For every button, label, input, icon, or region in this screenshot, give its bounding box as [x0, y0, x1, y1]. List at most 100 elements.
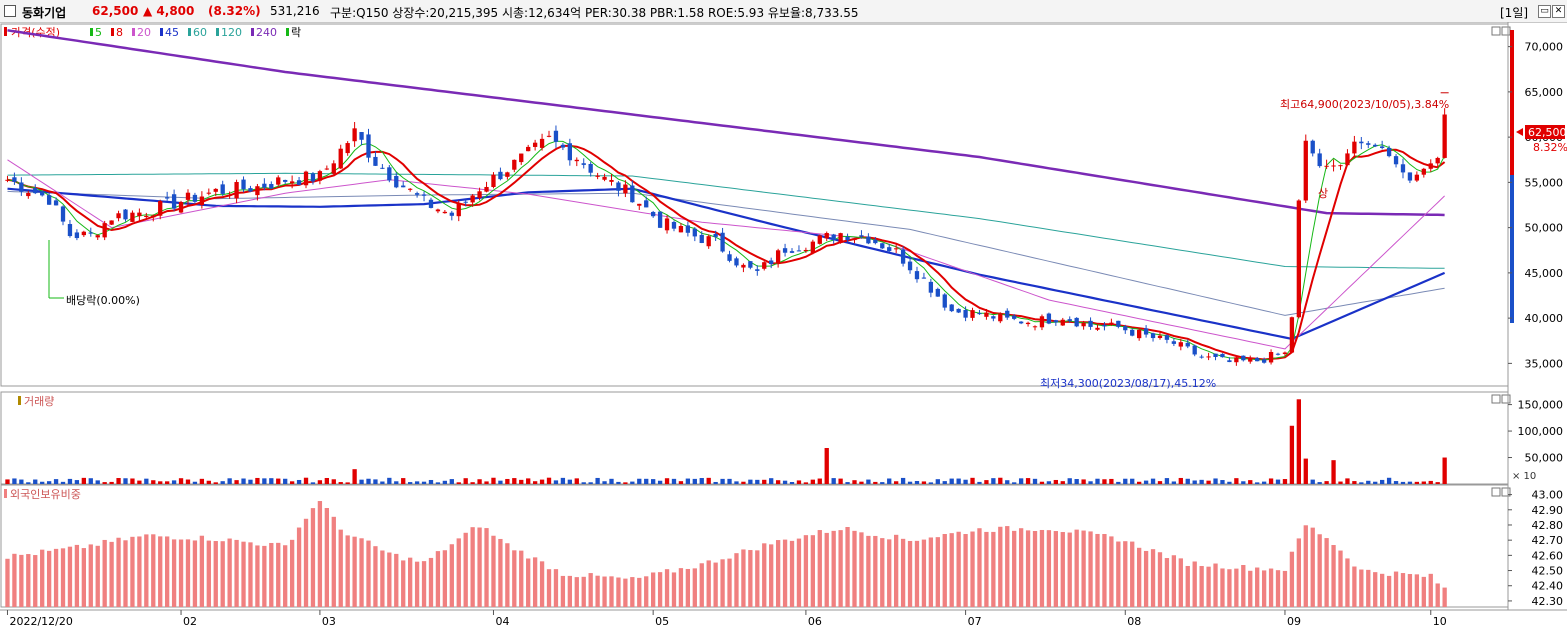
candle-body — [706, 236, 711, 247]
foreign-bar — [1046, 530, 1052, 607]
candle-body — [449, 212, 454, 216]
foreign-bar — [1359, 569, 1364, 607]
candle-body — [532, 142, 538, 147]
candle-body — [283, 179, 288, 182]
foreign-bar — [1366, 569, 1371, 607]
foreign-bar — [303, 518, 309, 607]
volume-bar — [262, 478, 267, 484]
volume-bar — [664, 478, 670, 484]
candle-body — [1373, 144, 1378, 147]
foreign-bar — [137, 536, 142, 607]
foreign-bar — [40, 549, 45, 607]
candle-body — [1116, 320, 1121, 327]
candle-body — [60, 206, 66, 222]
volume-bar — [880, 482, 885, 484]
candle-body — [289, 181, 295, 184]
stock-header-bar: 동화기업 62,500 ▲ 4,800 (8.32%) 531,216 구분:Q… — [0, 0, 1567, 23]
stock-change-pct: (8.32%) — [208, 4, 261, 18]
candle-body — [310, 173, 316, 182]
foreign-bar — [123, 540, 128, 607]
restore-icon[interactable]: ▭ — [1538, 5, 1551, 18]
candle-body — [109, 220, 114, 225]
candle-body — [435, 209, 441, 212]
volume-bar — [651, 479, 656, 484]
candle-body — [67, 224, 73, 237]
candle-body — [914, 271, 920, 280]
volume-bar — [519, 479, 524, 484]
foreign-bar — [1435, 583, 1440, 607]
volume-bar — [741, 481, 746, 484]
foreign-bar — [1150, 549, 1156, 607]
volume-bar — [727, 478, 732, 484]
volume-bar — [1324, 481, 1329, 484]
candle-body — [935, 288, 940, 297]
candle-body — [630, 185, 635, 203]
date-axis-label: 05 — [655, 615, 669, 628]
candle-body — [470, 195, 475, 203]
foreign-bar — [512, 550, 517, 607]
volume-bar — [470, 482, 475, 484]
foreign-axis-label: 42.90 — [1532, 504, 1564, 517]
foreign-bar — [671, 572, 677, 607]
foreign-bar — [248, 542, 253, 607]
close-icon[interactable]: ✕ — [1552, 5, 1565, 18]
candle-body — [165, 197, 170, 199]
volume-bar — [331, 479, 336, 484]
foreign-bar — [269, 542, 274, 607]
date-axis-label: 2022/12/20 — [9, 615, 72, 628]
volume-bar — [602, 481, 607, 484]
volume-bar — [428, 479, 434, 484]
low-annotation: 최저34,300(2023/08/17),45.12% — [1040, 377, 1216, 390]
foreign-bar — [1088, 531, 1093, 607]
volume-bar — [1199, 479, 1204, 484]
volume-bar — [678, 481, 684, 484]
high-annotation: 최고64,900(2023/10/05),3.84% — [1280, 98, 1449, 111]
select-checkbox[interactable] — [4, 5, 16, 17]
legend-ma-label: 20 — [137, 26, 151, 39]
candle-body — [303, 171, 309, 186]
candle-body — [1366, 143, 1371, 145]
volume-bar — [560, 477, 566, 484]
foreign-bar — [789, 540, 795, 607]
foreign-bar — [1400, 573, 1406, 607]
candle-body — [1303, 140, 1308, 201]
volume-bar — [1123, 478, 1128, 484]
candle-body — [199, 196, 205, 206]
candle-body — [387, 167, 392, 181]
volume-bar — [74, 480, 80, 484]
volume-bar — [831, 478, 836, 484]
volume-bar — [116, 478, 121, 484]
volume-bar — [755, 479, 760, 484]
date-axis-label: 09 — [1287, 615, 1301, 628]
candle-body — [171, 194, 177, 209]
candle-body — [1123, 326, 1128, 331]
volume-bar — [803, 482, 809, 484]
panel-minimize-icon — [1491, 26, 1501, 36]
candle-body — [921, 277, 927, 279]
candle-body — [296, 180, 302, 185]
candle-body — [324, 168, 329, 170]
foreign-bar — [1373, 572, 1378, 607]
candle-body — [116, 213, 121, 219]
foreign-bar — [1130, 541, 1135, 607]
candle-body — [581, 163, 586, 165]
date-axis-label: 07 — [968, 615, 982, 628]
panel-close-icon — [1501, 26, 1511, 36]
foreign-bar — [1025, 530, 1031, 607]
foreign-bar — [414, 561, 420, 607]
foreign-bar — [1185, 565, 1190, 607]
foreign-bar — [324, 508, 329, 607]
period-selector[interactable]: [1일] — [1500, 6, 1529, 20]
candle-body — [19, 182, 24, 192]
candle-body — [484, 186, 489, 192]
volume-bar — [178, 478, 184, 484]
foreign-bar — [748, 550, 753, 607]
foreign-bar — [810, 535, 815, 607]
candle-body — [1324, 165, 1329, 167]
volume-bar — [949, 478, 954, 484]
candle-body — [1421, 168, 1426, 175]
foreign-bar — [255, 545, 260, 607]
candle-body — [1067, 319, 1072, 321]
candle-body — [1060, 319, 1065, 326]
candle-body — [1380, 146, 1385, 148]
